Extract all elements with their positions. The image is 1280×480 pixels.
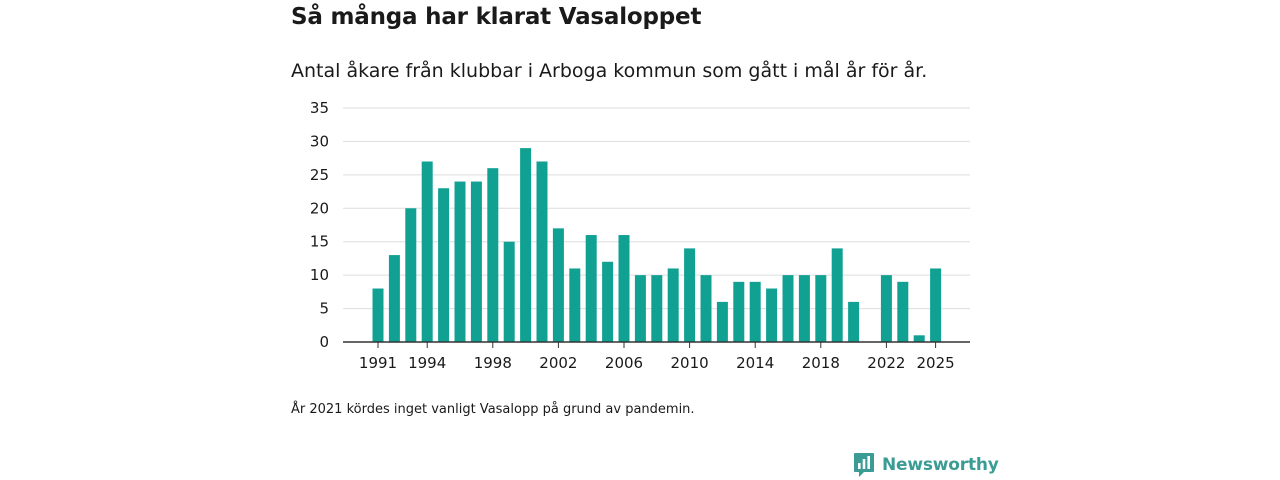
y-tick-label: 35: [310, 99, 329, 117]
x-tick-label: 2010: [671, 354, 709, 372]
x-tick-label: 2014: [736, 354, 774, 372]
bar-2001: [536, 161, 548, 342]
bar-1997: [470, 181, 482, 342]
bar-2016: [782, 275, 794, 342]
bar-1996: [454, 181, 466, 342]
bar-2010: [684, 248, 696, 342]
x-tick-label: 1994: [408, 354, 446, 372]
y-tick-label: 10: [310, 266, 329, 284]
brand-name: Newsworthy: [882, 455, 999, 475]
newsworthy-logo-icon: [854, 453, 874, 477]
y-tick-label: 30: [310, 132, 329, 150]
bar-2019: [831, 248, 843, 342]
y-tick-label: 5: [319, 300, 329, 318]
x-tick-label: 2018: [802, 354, 840, 372]
bar-2013: [733, 281, 745, 342]
bar-2024: [913, 335, 925, 342]
y-axis-ticks: 0 5 10 15 20 25 30 35: [310, 99, 329, 351]
bar-2018: [815, 275, 827, 342]
chart-title: Så många har klarat Vasaloppet: [291, 4, 702, 30]
bar-2006: [618, 235, 630, 342]
bar-1994: [421, 161, 433, 342]
bar-2003: [569, 268, 581, 342]
bar-2017: [798, 275, 810, 342]
x-tick-label: 2002: [539, 354, 577, 372]
bar-1999: [503, 241, 515, 342]
bar-1995: [438, 188, 450, 342]
bar-2004: [585, 235, 597, 342]
y-tick-label: 0: [319, 333, 329, 351]
x-tick-label: 2006: [605, 354, 643, 372]
newsworthy-logo[interactable]: Newsworthy: [853, 452, 999, 478]
bar-2014: [749, 281, 761, 342]
y-tick-label: 15: [310, 233, 329, 251]
bar-2025: [930, 268, 942, 342]
bar-1992: [388, 255, 400, 342]
bar-1993: [405, 208, 417, 342]
bar-1991: [372, 288, 384, 342]
chart-subtitle: Antal åkare från klubbar i Arboga kommun…: [291, 60, 928, 82]
bar-2000: [520, 148, 532, 342]
bar-2007: [634, 275, 646, 342]
bar-2020: [848, 301, 860, 342]
x-tick-label: 2025: [917, 354, 955, 372]
x-tick-label: 2022: [867, 354, 905, 372]
bar-2005: [602, 261, 614, 342]
y-tick-label: 25: [310, 166, 329, 184]
bar-2023: [897, 281, 909, 342]
bar-2012: [716, 301, 728, 342]
bars: [372, 148, 942, 342]
x-axis-ticks: 1991 1994 1998 2002 2006 2010 2014 2018 2022 2025: [359, 342, 955, 372]
bar-2009: [667, 268, 679, 342]
footnote: År 2021 kördes inget vanligt Vasalopp på…: [291, 402, 695, 417]
y-tick-label: 20: [310, 199, 329, 217]
bar-1998: [487, 168, 499, 342]
bar-2011: [700, 275, 712, 342]
bar-2022: [880, 275, 892, 342]
bar-2015: [766, 288, 778, 342]
bar-2008: [651, 275, 663, 342]
x-tick-label: 1991: [359, 354, 397, 372]
bar-2002: [552, 228, 564, 342]
x-tick-label: 1998: [474, 354, 512, 372]
